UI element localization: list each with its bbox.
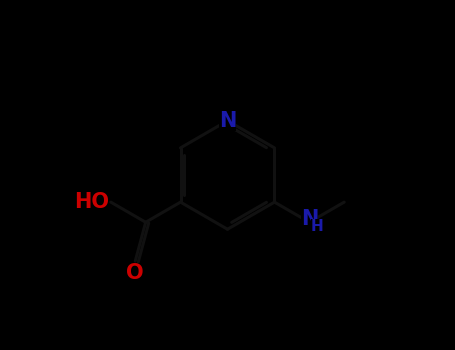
Text: O: O <box>126 263 144 283</box>
Text: N: N <box>301 209 318 230</box>
Text: N: N <box>219 111 236 131</box>
Text: H: H <box>311 219 324 234</box>
Text: HO: HO <box>74 192 109 212</box>
